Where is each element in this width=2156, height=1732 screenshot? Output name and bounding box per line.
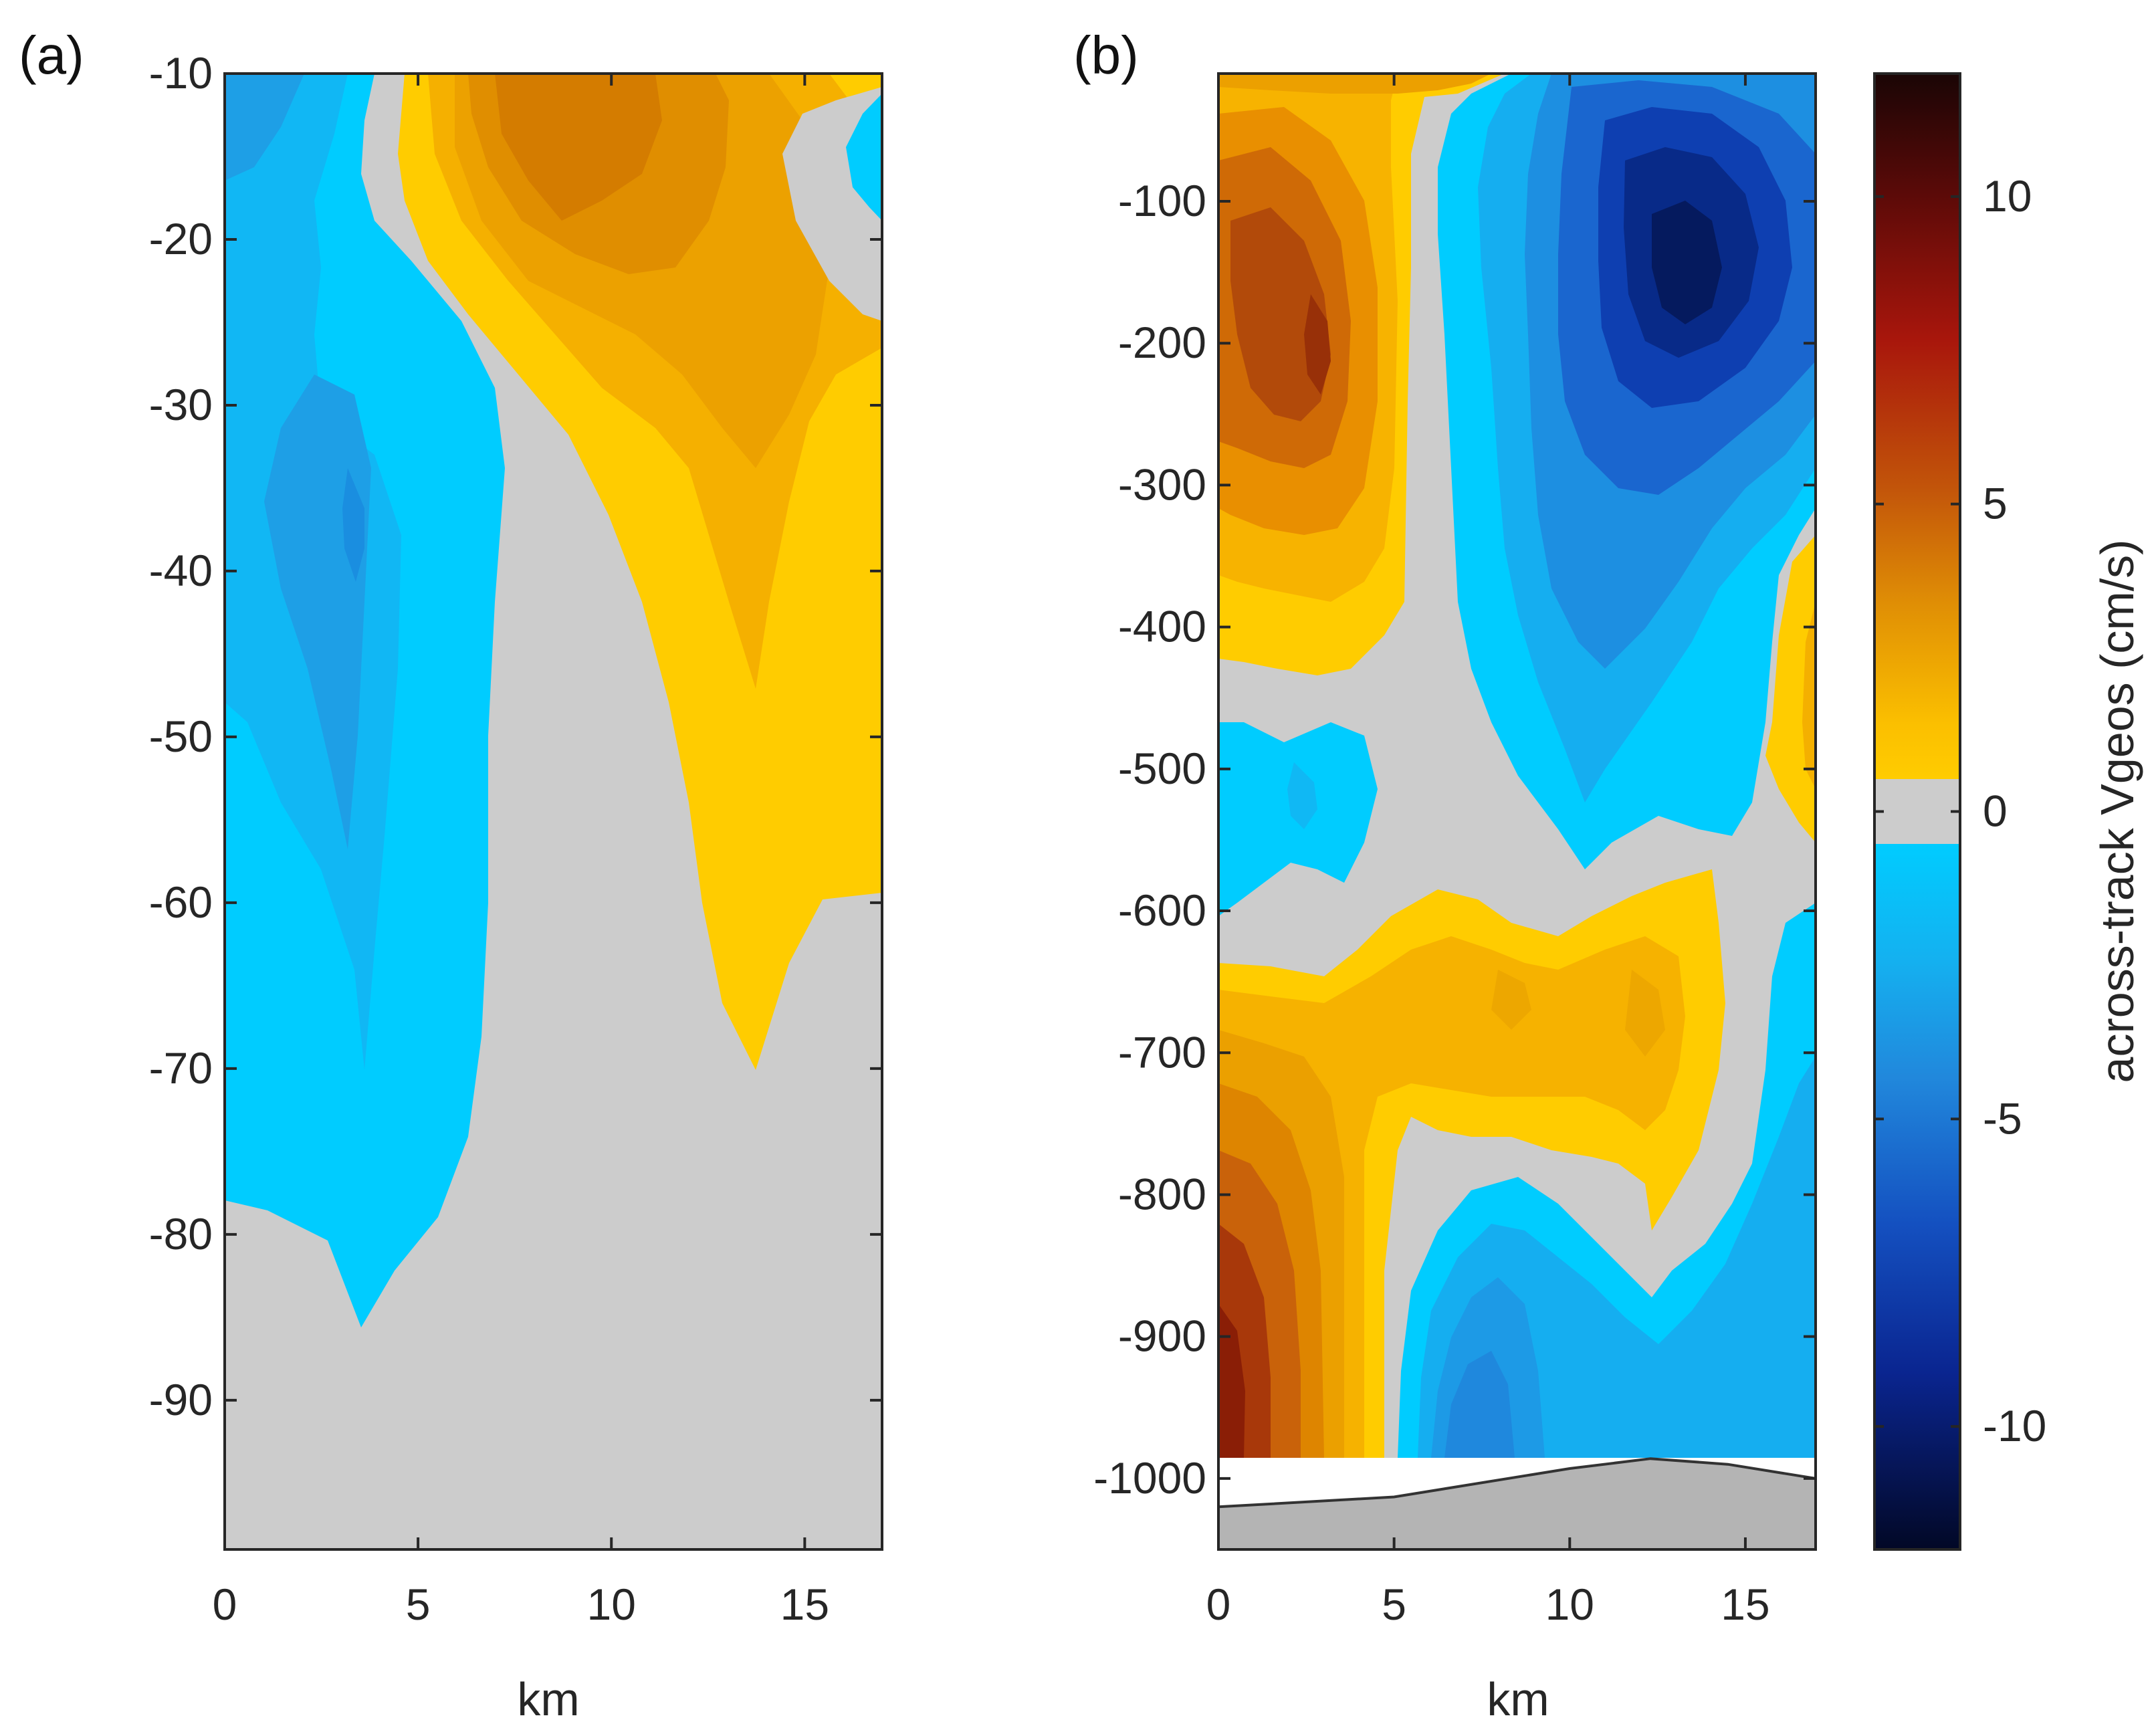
1-y-tick-label: -800 xyxy=(1118,1169,1206,1218)
1-x-tick-label: 10 xyxy=(1545,1580,1594,1629)
b-negative-mid-2 xyxy=(1287,762,1317,829)
1-y-tick-label: -700 xyxy=(1118,1027,1206,1077)
0-x-tick-label: 15 xyxy=(780,1580,829,1629)
1-y-tick-label: -1000 xyxy=(1093,1453,1206,1503)
a-axes-frame xyxy=(223,72,883,1551)
a-positive-core xyxy=(495,74,662,221)
colorbar-tick-label: 0 xyxy=(1983,786,2008,836)
0-y-tick-label: -60 xyxy=(149,877,213,927)
b-positive-right-sliver xyxy=(1765,535,1816,843)
b-negative-lower-4 xyxy=(1444,1351,1515,1458)
panel-a-label: (a) xyxy=(19,25,84,85)
colorbar-label: across-track Vgeos (cm/s) xyxy=(2091,540,2143,1083)
1-y-tick-label: -400 xyxy=(1118,602,1206,651)
panel-b: (b) xyxy=(1073,25,1817,1725)
a-negative-level-3 xyxy=(225,74,371,849)
1-x-tick-label: 0 xyxy=(1206,1580,1231,1629)
colorbar-ticks: 10 5 0 -5 -10 xyxy=(1874,171,2046,1450)
1-y-tick-label: -200 xyxy=(1118,318,1206,367)
colorbar: 10 5 0 -5 -10 across-track Vgeos (cm/s) xyxy=(1873,72,2143,1551)
a-x-axis-title: km xyxy=(517,1673,579,1725)
b-positive-lower-core xyxy=(1218,1304,1245,1458)
colorbar-gradient xyxy=(1873,72,1961,1551)
b-axes-frame xyxy=(1217,72,1817,1551)
1-x-tick-label: 5 xyxy=(1382,1580,1406,1629)
colorbar-tick-label: -10 xyxy=(1983,1401,2046,1450)
b-negative-upper-core xyxy=(1652,201,1722,324)
0-y-tick-label: -70 xyxy=(149,1043,213,1093)
0-x-tick-label: 0 xyxy=(213,1580,237,1629)
0-y-tick-label: -10 xyxy=(149,48,213,98)
panel-b-contour xyxy=(1218,74,1816,1549)
colorbar-tick-label: 5 xyxy=(1983,479,2008,528)
0-y-tick-label: -20 xyxy=(149,214,213,263)
0-x-tick-label: 5 xyxy=(406,1580,431,1629)
b-positive-upper-5 xyxy=(1230,207,1331,421)
b-positive-top-band xyxy=(1218,74,1491,94)
1-y-tick-label: -900 xyxy=(1118,1311,1206,1361)
panel-a: (a) -10 -20 -30 -40 -50 -60 -70 -80 -90 0 5 10 15 k… xyxy=(19,25,883,1725)
a-x-ticks: 0 5 10 15 xyxy=(213,74,829,1629)
panel-a-contour xyxy=(225,74,882,1549)
1-x-tick-label: 15 xyxy=(1721,1580,1769,1629)
0-y-tick-label: -40 xyxy=(149,546,213,595)
a-negative-core xyxy=(342,468,364,582)
b-positive-right-sliver-2 xyxy=(1802,602,1816,789)
b-y-ticks: -100 -200 -300 -400 -500 -600 -700 -800 -900 -100… xyxy=(1093,176,1816,1503)
1-y-tick-label: -100 xyxy=(1118,176,1206,225)
b-positive-upper-core xyxy=(1304,294,1331,395)
b-seafloor xyxy=(1218,1457,1816,1549)
b-x-ticks: 0 5 10 15 xyxy=(1206,74,1770,1629)
colorbar-tick-label: 10 xyxy=(1983,171,2032,221)
1-y-tick-label: -600 xyxy=(1118,885,1206,935)
1-y-tick-label: -500 xyxy=(1118,744,1206,793)
0-y-tick-label: -30 xyxy=(149,380,213,429)
b-positive-lower-spot-1 xyxy=(1491,970,1531,1030)
a-negative-edge-patch xyxy=(846,94,882,221)
colorbar-tick-label: -5 xyxy=(1983,1093,2022,1143)
panel-b-label: (b) xyxy=(1073,25,1139,85)
a-y-ticks: -10 -20 -30 -40 -50 -60 -70 -80 -90 xyxy=(149,48,882,1424)
b-positive-lower-spot-2 xyxy=(1625,970,1665,1057)
b-x-axis-title: km xyxy=(1487,1673,1549,1725)
0-y-tick-label: -80 xyxy=(149,1209,213,1259)
0-y-tick-label: -50 xyxy=(149,712,213,761)
1-y-tick-label: -300 xyxy=(1118,459,1206,509)
0-x-tick-label: 10 xyxy=(587,1580,636,1629)
0-y-tick-label: -90 xyxy=(149,1375,213,1424)
